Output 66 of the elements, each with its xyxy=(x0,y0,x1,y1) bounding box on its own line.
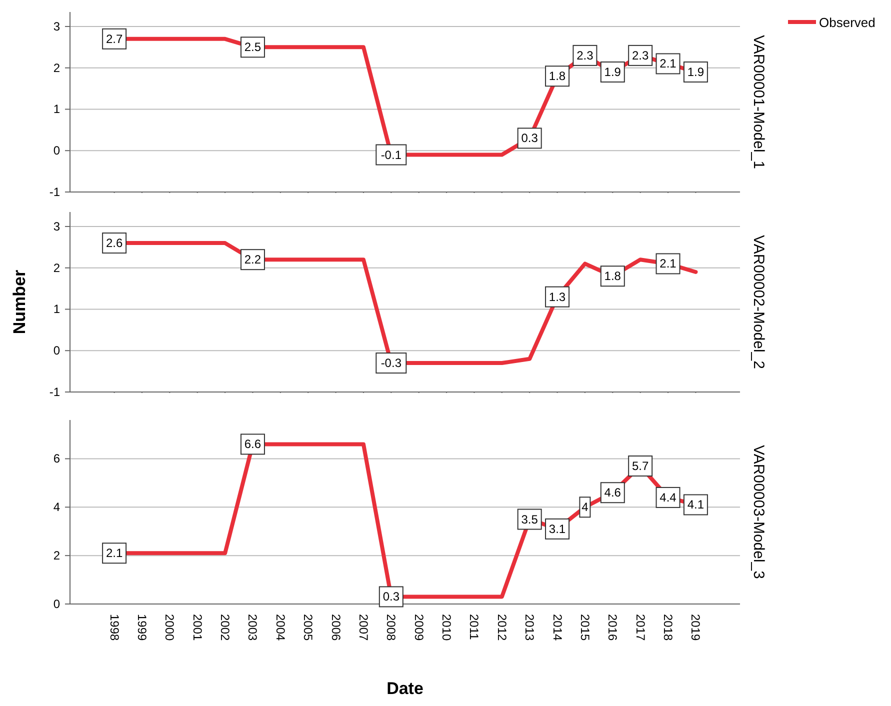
data-label: 5.7 xyxy=(632,459,649,473)
x-tick-label: 1999 xyxy=(134,614,149,642)
data-label: 1.8 xyxy=(604,269,622,284)
x-tick-label: 2010 xyxy=(440,614,454,642)
x-tick-label: 2015 xyxy=(578,614,592,642)
data-label: 0.3 xyxy=(521,131,538,146)
data-label: 2.3 xyxy=(632,48,649,62)
data-label: 2.2 xyxy=(244,252,262,267)
x-tick-label: 2016 xyxy=(606,614,620,642)
data-label: 2.7 xyxy=(106,32,123,46)
x-tick-label: 2017 xyxy=(633,614,648,642)
y-tick-label: 4 xyxy=(53,500,60,514)
y-tick-label: 0 xyxy=(53,144,60,158)
y-tick-label: -1 xyxy=(49,385,60,399)
data-label: 1.8 xyxy=(548,69,566,84)
y-axis-title: Number xyxy=(10,270,29,334)
x-tick-label: 2003 xyxy=(246,614,260,642)
x-tick-label: 2007 xyxy=(356,614,370,642)
x-tick-label: 2000 xyxy=(162,614,177,642)
x-tick-label: 2004 xyxy=(273,614,288,642)
y-tick-label: 6 xyxy=(53,452,60,466)
x-tick-label: 1998 xyxy=(107,614,122,642)
x-tick-label: 2002 xyxy=(218,614,232,642)
y-tick-label: 1 xyxy=(53,302,60,316)
y-tick-label: 2 xyxy=(53,60,60,75)
data-label: 2.5 xyxy=(244,40,262,54)
data-label: 2.6 xyxy=(106,236,123,250)
data-label: 4.1 xyxy=(687,498,704,512)
y-tick-label: 2 xyxy=(53,548,60,563)
x-tick-label: 2018 xyxy=(661,614,676,642)
y-tick-label: 1 xyxy=(53,102,60,116)
data-label: 0.3 xyxy=(382,590,400,604)
data-label: 1.9 xyxy=(604,65,622,79)
y-tick-label: 3 xyxy=(53,19,60,34)
y2-axis-title: VAR00001-Model_1 xyxy=(750,35,767,169)
x-axis-title: Date xyxy=(386,679,424,698)
data-label: 2.3 xyxy=(576,48,594,62)
y-tick-label: 0 xyxy=(53,344,60,358)
x-tick-label: 2013 xyxy=(522,614,537,642)
y-tick-label: -1 xyxy=(49,185,60,199)
x-tick-label: 2001 xyxy=(190,614,204,642)
x-tick-label: 2012 xyxy=(494,614,509,642)
x-tick-label: 2014 xyxy=(550,614,564,642)
x-tick-label: 2019 xyxy=(688,614,703,642)
data-label: 4.4 xyxy=(660,490,677,504)
y2-axis-title: VAR00002-Model_2 xyxy=(750,235,767,369)
x-tick-label: 2005 xyxy=(301,614,316,642)
y-tick-label: 0 xyxy=(53,597,60,611)
data-label: 4.6 xyxy=(604,486,622,500)
y-tick-label: 3 xyxy=(53,219,60,234)
data-label: 2.1 xyxy=(660,56,677,71)
x-tick-label: 2006 xyxy=(328,614,343,642)
data-label: 3.5 xyxy=(521,512,538,526)
data-label: 1.9 xyxy=(687,65,704,79)
legend-label: Observed xyxy=(819,15,876,30)
data-label: 2.1 xyxy=(106,546,123,560)
x-tick-label: 2011 xyxy=(467,614,482,640)
x-tick-label: 2008 xyxy=(384,614,398,642)
y2-axis-title: VAR00003-Model_3 xyxy=(750,445,767,579)
data-label: 4 xyxy=(582,500,589,514)
data-label: 6.6 xyxy=(244,437,262,452)
data-label: 1.3 xyxy=(548,290,566,304)
x-tick-label: 2009 xyxy=(412,614,426,642)
data-label: 2.1 xyxy=(660,256,677,271)
y-tick-label: 2 xyxy=(53,260,60,275)
data-label: 3.1 xyxy=(548,522,566,536)
